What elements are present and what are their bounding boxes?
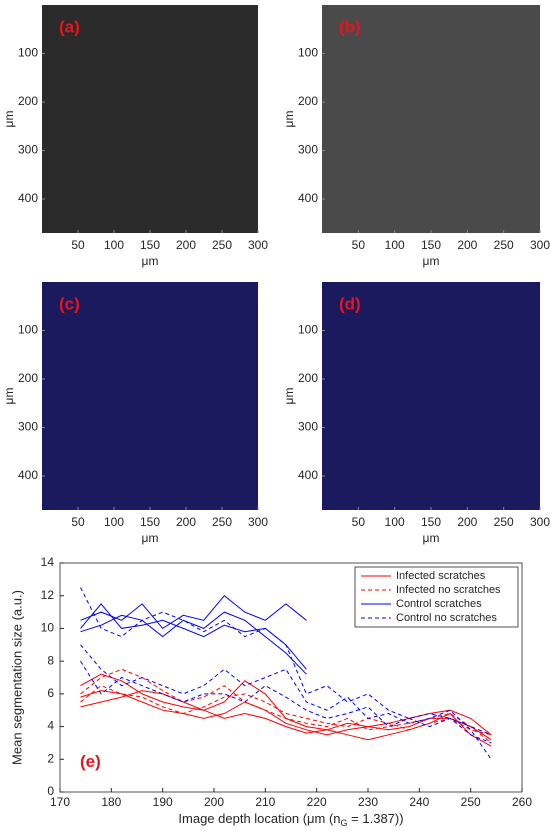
x-tick-label: 300 xyxy=(248,238,268,252)
y-tick-label: 300 xyxy=(298,420,318,434)
y-tick-label: 300 xyxy=(18,143,38,157)
y-tick-label: 100 xyxy=(298,46,318,60)
x-tick-label: 150 xyxy=(421,238,441,252)
panel-label: (b) xyxy=(339,17,361,36)
y-tick-label: 8 xyxy=(47,653,54,667)
y-tick-label: 200 xyxy=(298,371,318,385)
data-line xyxy=(80,690,492,736)
x-tick-label: 100 xyxy=(104,238,124,252)
data-line xyxy=(80,603,307,670)
x-tick-label: 300 xyxy=(530,238,550,252)
y-axis-label: μm xyxy=(2,388,16,405)
panel-label: (e) xyxy=(80,752,101,771)
y-tick-label: 200 xyxy=(18,371,38,385)
y-tick-label: 200 xyxy=(298,94,318,108)
x-tick-label: 200 xyxy=(176,238,196,252)
x-axis-label-part: = 1.387)) xyxy=(348,811,404,826)
y-tick-label: 100 xyxy=(18,46,38,60)
x-tick-label: 240 xyxy=(409,795,429,809)
x-tick-label: 50 xyxy=(352,238,366,252)
panel-label: (d) xyxy=(339,294,361,313)
image xyxy=(322,282,540,510)
x-tick-label: 200 xyxy=(176,515,196,529)
y-tick-label: 400 xyxy=(18,468,38,482)
x-tick-label: 250 xyxy=(212,238,232,252)
legend-label: Control no scratches xyxy=(396,612,497,624)
x-tick-label: 100 xyxy=(385,515,405,529)
x-tick-label: 50 xyxy=(71,515,85,529)
image xyxy=(322,5,540,233)
y-tick-label: 14 xyxy=(41,555,55,569)
x-axis-label: μm xyxy=(142,254,159,268)
y-tick-label: 400 xyxy=(298,191,318,205)
legend-box xyxy=(354,566,519,628)
x-tick-label: 230 xyxy=(358,795,378,809)
x-tick-label: 250 xyxy=(494,238,514,252)
x-tick-label: 210 xyxy=(255,795,275,809)
x-axis-label: μm xyxy=(423,531,440,545)
y-tick-label: 300 xyxy=(18,420,38,434)
x-tick-label: 150 xyxy=(140,515,160,529)
legend-label: Infected scratches xyxy=(396,570,486,582)
data-line xyxy=(80,611,307,675)
x-tick-label: 250 xyxy=(494,515,514,529)
y-tick-label: 400 xyxy=(18,191,38,205)
x-tick-label: 150 xyxy=(421,515,441,529)
x-axis-label-subscript: G xyxy=(341,818,348,828)
y-axis-label: μm xyxy=(282,111,296,128)
legend-label: Control scratches xyxy=(396,598,482,610)
y-tick-label: 2 xyxy=(47,751,54,765)
x-tick-label: 100 xyxy=(385,238,405,252)
image xyxy=(42,5,258,233)
y-tick-label: 400 xyxy=(298,468,318,482)
x-tick-label: 180 xyxy=(101,795,121,809)
x-tick-label: 220 xyxy=(307,795,327,809)
x-tick-label: 300 xyxy=(248,515,268,529)
y-tick-label: 10 xyxy=(41,621,55,635)
image xyxy=(42,282,258,510)
y-axis-label: μm xyxy=(2,111,16,128)
data-line xyxy=(80,644,492,760)
y-tick-label: 300 xyxy=(298,143,318,157)
y-tick-label: 6 xyxy=(47,686,54,700)
y-tick-label: 4 xyxy=(47,719,54,733)
legend-label: Infected no scratches xyxy=(396,584,501,596)
y-tick-label: 100 xyxy=(18,323,38,337)
x-tick-label: 100 xyxy=(104,515,124,529)
y-tick-label: 12 xyxy=(41,588,55,602)
x-axis-label: μm xyxy=(142,531,159,545)
panel-label: (c) xyxy=(59,294,80,313)
x-tick-label: 50 xyxy=(352,515,366,529)
y-axis-label: μm xyxy=(282,388,296,405)
y-tick-label: 100 xyxy=(298,323,318,337)
x-tick-label: 170 xyxy=(50,795,70,809)
panel-label: (a) xyxy=(59,17,80,36)
x-tick-label: 250 xyxy=(212,515,232,529)
x-tick-label: 200 xyxy=(457,238,477,252)
x-tick-label: 190 xyxy=(153,795,173,809)
x-tick-label: 250 xyxy=(461,795,481,809)
data-line xyxy=(80,660,492,744)
y-tick-label: 200 xyxy=(18,94,38,108)
data-line xyxy=(80,668,492,744)
x-tick-label: 260 xyxy=(512,795,532,809)
data-line xyxy=(80,685,492,736)
x-tick-label: 50 xyxy=(71,238,85,252)
data-line xyxy=(80,595,307,630)
y-tick-label: 0 xyxy=(47,784,54,798)
data-line xyxy=(80,690,492,741)
x-axis-label: Image depth location (μm (nG = 1.387)) xyxy=(178,811,403,828)
x-axis-label: μm xyxy=(423,254,440,268)
x-tick-label: 200 xyxy=(204,795,224,809)
data-line xyxy=(80,587,492,736)
x-tick-label: 200 xyxy=(457,515,477,529)
x-tick-label: 300 xyxy=(530,515,550,529)
x-tick-label: 150 xyxy=(140,238,160,252)
y-axis-label: Mean segmentation size (a.u.) xyxy=(9,590,24,765)
x-axis-label-part: Image depth location (μm (n xyxy=(178,811,340,826)
